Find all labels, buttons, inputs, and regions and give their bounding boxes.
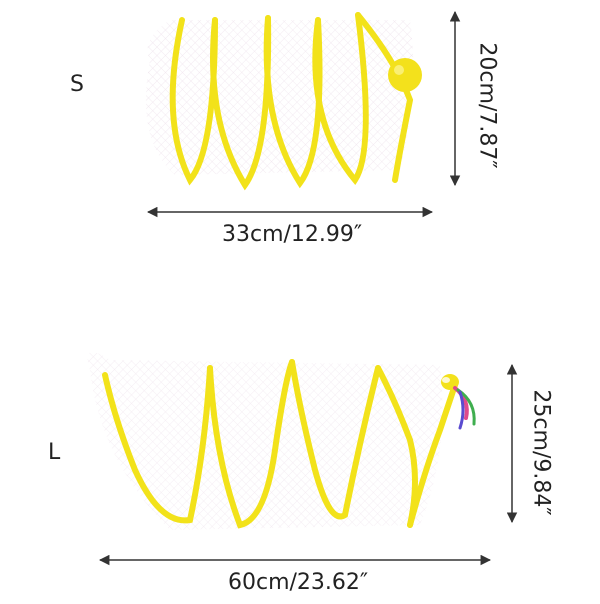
large-coil-2: [207, 359, 295, 529]
large-coil-3: [289, 359, 381, 520]
large-tunnel-mesh: [87, 352, 443, 530]
small-coil-5: [355, 12, 414, 183]
small-width-label: 33cm/12.99″: [222, 222, 363, 247]
size-label-l: L: [48, 440, 61, 465]
small-tunnel-mesh: [145, 20, 414, 175]
large-coil-1: [102, 365, 213, 524]
small-height-label: 20cm/7.87″: [474, 42, 500, 169]
small-tunnel: [145, 10, 461, 218]
large-tunnel: [87, 352, 518, 566]
large-coil-5: [407, 382, 458, 528]
large-width-label: 60cm/23.62″: [228, 570, 369, 595]
small-toy-ball: [388, 58, 422, 92]
small-coil-4: [312, 12, 369, 186]
large-height-label: 25cm/9.84″: [528, 389, 554, 516]
size-label-s: S: [70, 72, 84, 97]
large-feather-toy: [441, 374, 476, 430]
